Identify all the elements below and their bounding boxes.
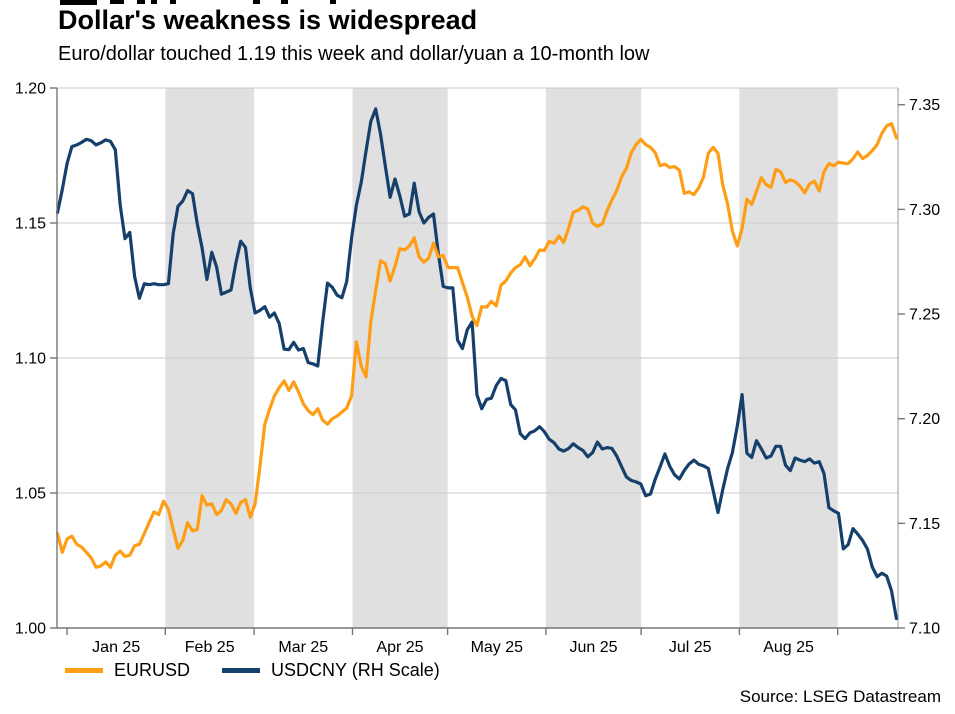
page-subtitle: Euro/dollar touched 1.19 this week and d…	[58, 43, 650, 65]
cropped-text-artifact	[151, 0, 157, 4]
cropped-text-artifact	[253, 0, 260, 4]
right-axis-tick-label: 7.15	[909, 516, 940, 533]
left-axis-tick-label: 1.10	[15, 351, 46, 368]
left-axis-tick-label: 1.05	[15, 486, 46, 503]
left-axis-tick-label: 1.00	[15, 621, 46, 638]
x-axis-month-label: Jul 25	[669, 639, 712, 656]
source-credit: Source: LSEG Datastream	[739, 687, 941, 706]
eurusd-line-swatch	[65, 668, 103, 673]
cropped-text-artifact	[330, 0, 336, 4]
usdcny-line	[55, 107, 899, 621]
x-axis-month-label: May 25	[471, 639, 524, 656]
cropped-text-artifact	[110, 0, 124, 4]
x-axis-month-label: Aug 25	[763, 639, 814, 656]
cropped-text-artifact	[60, 0, 97, 5]
legend-item-eurusd: EURUSD	[65, 660, 190, 681]
x-axis-month-label: Mar 25	[278, 639, 328, 656]
eurusd-line	[55, 121, 899, 569]
x-axis-month-label: Feb 25	[185, 639, 235, 656]
legend-item-usdcny: USDCNY (RH Scale)	[222, 660, 440, 681]
left-axis-tick-label: 1.20	[15, 81, 46, 98]
legend: EURUSD USDCNY (RH Scale)	[65, 660, 440, 681]
right-axis-tick-label: 7.30	[909, 202, 940, 219]
legend-label-eurusd: EURUSD	[114, 660, 191, 680]
right-axis-tick-label: 7.35	[909, 97, 940, 114]
x-axis-month-label: Jan 25	[92, 639, 140, 656]
cropped-text-artifact	[137, 0, 145, 4]
right-axis-tick-label: 7.10	[909, 621, 940, 638]
right-axis-tick-label: 7.25	[909, 307, 940, 324]
cropped-text-artifact	[281, 0, 288, 4]
cropped-text-artifact	[170, 0, 176, 4]
page-title: Dollar's weakness is widespread	[58, 5, 478, 35]
x-axis-month-label: Apr 25	[376, 639, 423, 656]
left-axis-tick-label: 1.15	[15, 216, 46, 233]
x-axis-month-label: Jun 25	[569, 639, 617, 656]
legend-label-usdcny: USDCNY (RH Scale)	[271, 660, 440, 680]
right-axis-tick-label: 7.20	[909, 411, 940, 428]
usdcny-line-swatch	[222, 668, 261, 673]
